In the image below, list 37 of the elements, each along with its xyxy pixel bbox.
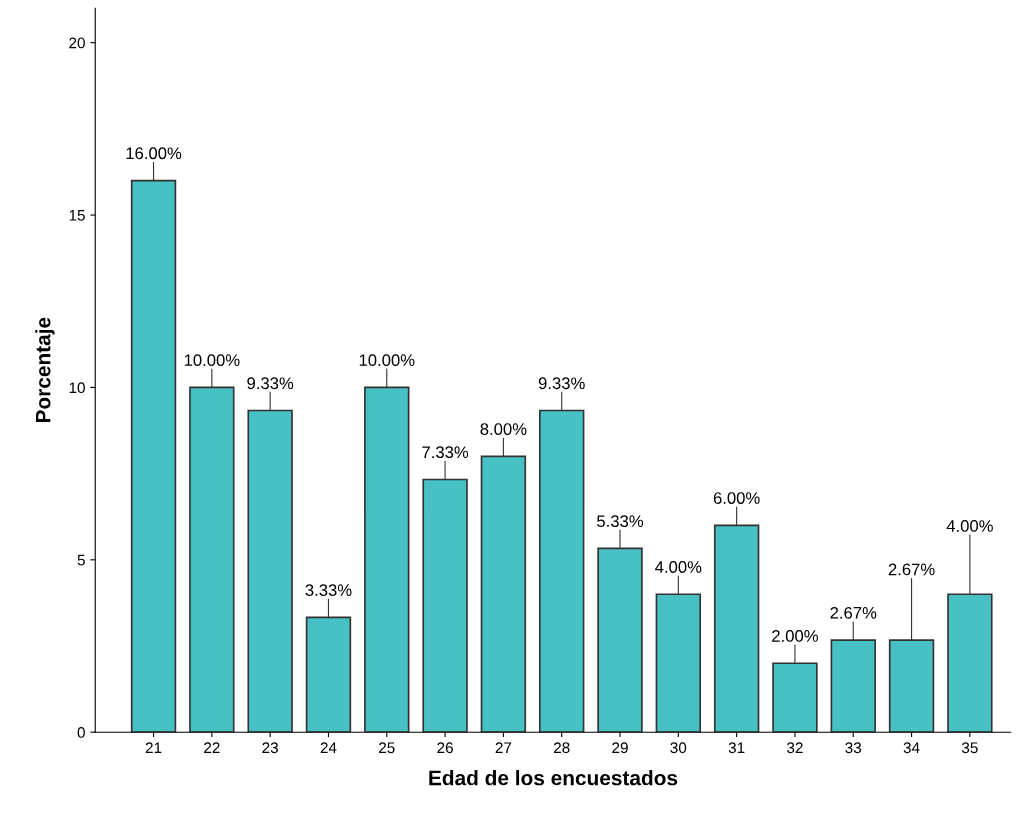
data-label: 8.00% <box>480 423 527 435</box>
y-tick-label: 0 <box>77 727 85 738</box>
data-label: 10.00% <box>359 354 415 367</box>
data-label: 9.33% <box>247 377 294 390</box>
x-tick-label: 21 <box>145 742 162 753</box>
x-tick-label: 28 <box>553 742 570 754</box>
y-axis-title: Porcentaje <box>35 317 55 423</box>
data-label: 4.00% <box>655 561 702 573</box>
x-tick-label: 33 <box>845 742 862 754</box>
y-tick-label: 10 <box>69 382 85 394</box>
x-tick-label: 22 <box>204 742 220 753</box>
data-label: 9.33% <box>538 377 585 390</box>
data-label: 3.33% <box>305 584 352 596</box>
y-tick-label: 15 <box>69 210 85 221</box>
x-tick-label: 24 <box>320 742 337 753</box>
data-label: 6.00% <box>713 492 760 504</box>
x-tick-label: 32 <box>787 742 803 754</box>
data-label: 5.33% <box>597 515 644 528</box>
data-label: 16.00% <box>126 147 182 160</box>
data-label: 4.00% <box>946 520 993 532</box>
data-label: 7.33% <box>422 446 469 459</box>
x-tick-label: 26 <box>437 742 453 754</box>
data-label: 10.00% <box>184 354 240 367</box>
data-label: 2.67% <box>830 606 877 619</box>
x-tick-label: 35 <box>961 742 978 754</box>
x-tick-label: 31 <box>728 742 745 754</box>
x-tick-label: 30 <box>670 742 687 754</box>
y-tick-label: 20 <box>69 37 85 49</box>
data-label: 2.00% <box>772 630 818 642</box>
y-tick-label: 5 <box>77 554 85 566</box>
x-tick-label: 34 <box>903 742 920 754</box>
x-tick-label: 25 <box>379 742 395 754</box>
x-tick-label: 27 <box>495 742 512 753</box>
x-tick-label: 23 <box>262 742 278 754</box>
x-axis-title: Edad de los encuestados <box>429 770 678 786</box>
data-label: 2.67% <box>888 563 935 576</box>
x-tick-label: 29 <box>612 742 628 754</box>
